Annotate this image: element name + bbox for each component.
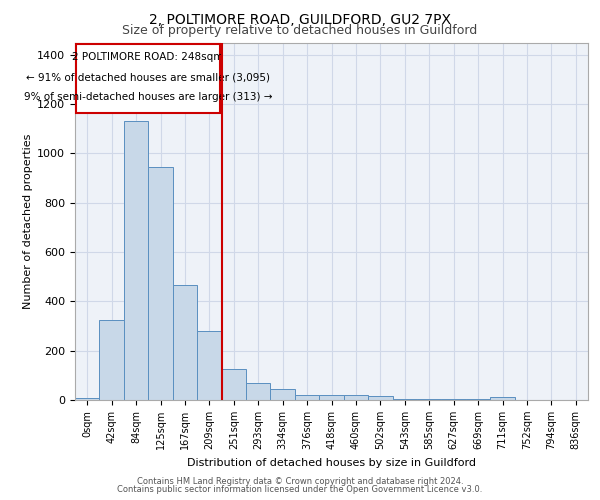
Text: ← 91% of detached houses are smaller (3,095): ← 91% of detached houses are smaller (3,… bbox=[26, 72, 270, 82]
X-axis label: Distribution of detached houses by size in Guildford: Distribution of detached houses by size … bbox=[187, 458, 476, 468]
Text: Contains HM Land Registry data © Crown copyright and database right 2024.: Contains HM Land Registry data © Crown c… bbox=[137, 477, 463, 486]
Bar bbox=[490, 397, 515, 400]
Bar bbox=[344, 395, 368, 400]
FancyBboxPatch shape bbox=[76, 44, 220, 113]
Bar bbox=[466, 399, 490, 400]
Bar bbox=[442, 399, 466, 400]
Text: 2, POLTIMORE ROAD, GUILDFORD, GU2 7PX: 2, POLTIMORE ROAD, GUILDFORD, GU2 7PX bbox=[149, 12, 451, 26]
Bar bbox=[148, 167, 173, 400]
Bar bbox=[100, 320, 124, 400]
Text: Size of property relative to detached houses in Guildford: Size of property relative to detached ho… bbox=[122, 24, 478, 37]
Bar bbox=[75, 398, 100, 400]
Bar bbox=[271, 389, 295, 400]
Bar bbox=[221, 369, 246, 400]
Y-axis label: Number of detached properties: Number of detached properties bbox=[23, 134, 33, 309]
Bar bbox=[392, 399, 417, 400]
Bar bbox=[295, 395, 319, 400]
Bar bbox=[417, 399, 442, 400]
Text: Contains public sector information licensed under the Open Government Licence v3: Contains public sector information licen… bbox=[118, 484, 482, 494]
Bar bbox=[173, 286, 197, 400]
Text: 9% of semi-detached houses are larger (313) →: 9% of semi-detached houses are larger (3… bbox=[23, 92, 272, 102]
Bar bbox=[197, 331, 221, 400]
Bar bbox=[246, 383, 271, 400]
Text: 2 POLTIMORE ROAD: 248sqm: 2 POLTIMORE ROAD: 248sqm bbox=[72, 52, 224, 62]
Bar bbox=[368, 396, 392, 400]
Bar bbox=[319, 394, 344, 400]
Bar bbox=[124, 122, 148, 400]
